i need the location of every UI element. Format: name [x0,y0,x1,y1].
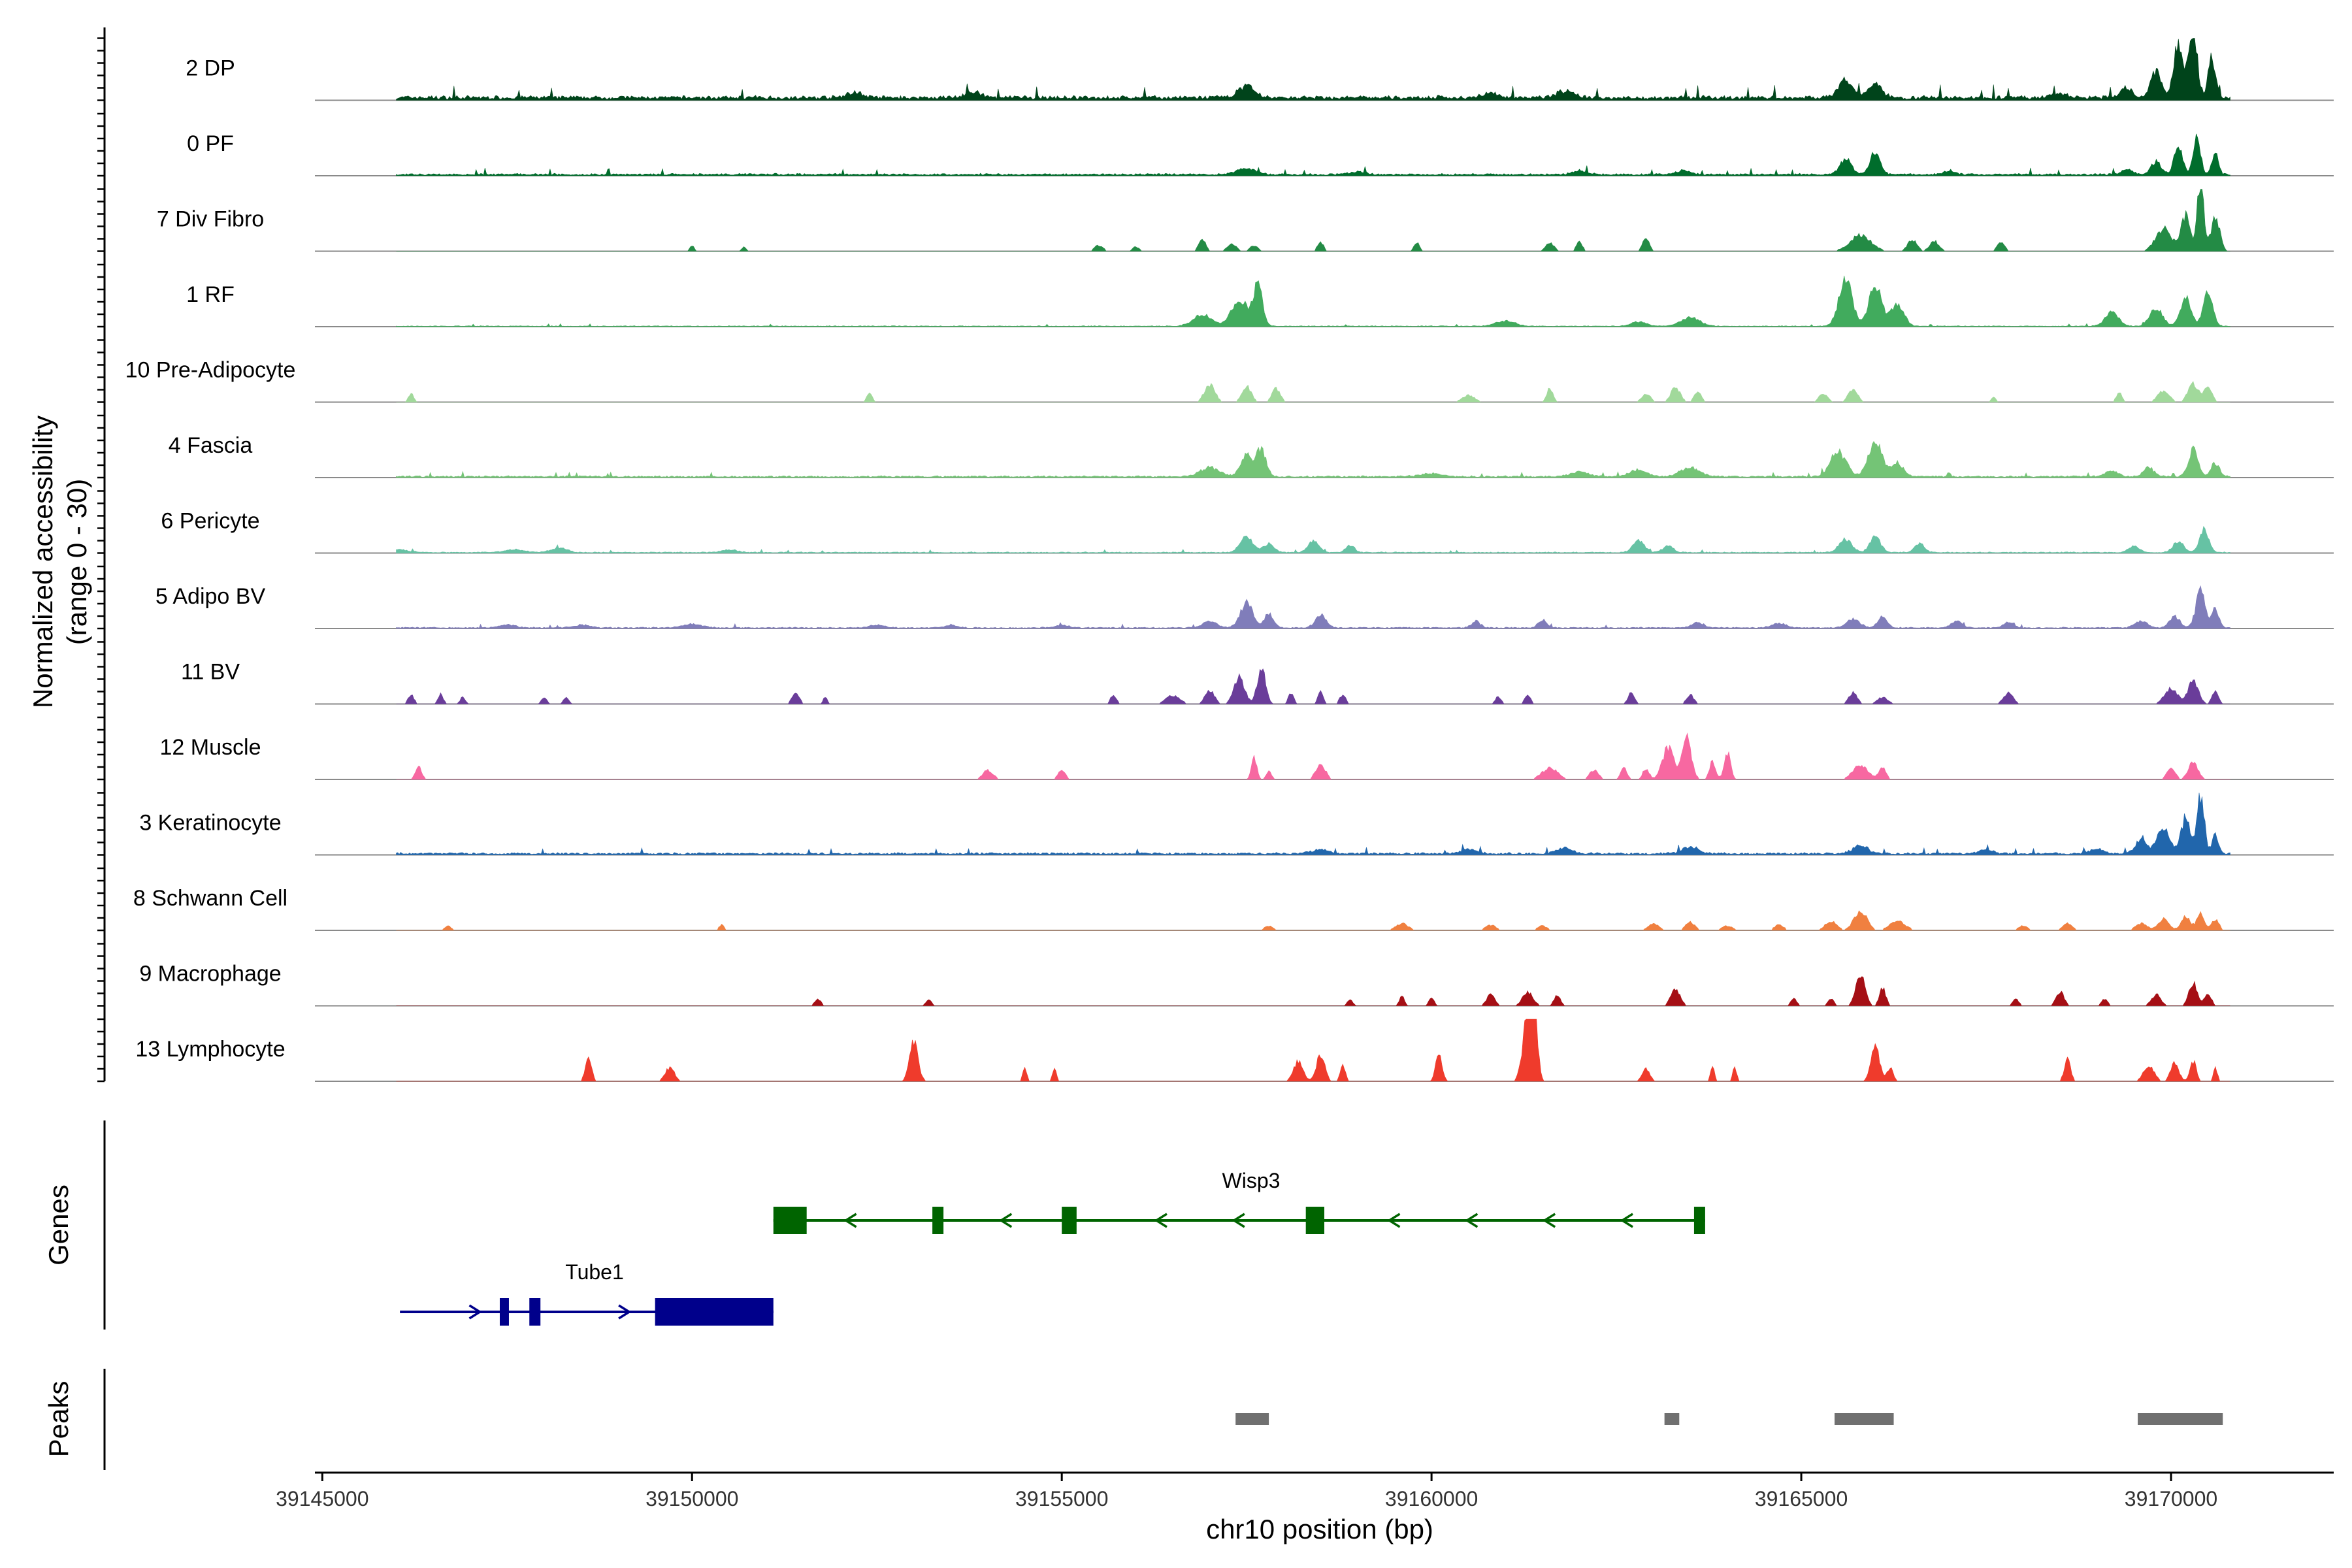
peaks-panel [103,1369,2223,1470]
accessibility-left-axis [97,27,106,1083]
accessibility-signal [396,910,2230,931]
track-label: 6 Pericyte [161,509,259,534]
gene-strand-chevron [1465,1213,1478,1228]
x-tick-label: 39150000 [645,1487,738,1511]
gene-exon [1062,1207,1077,1234]
gene-strand-chevron [1154,1213,1168,1228]
gene-exon [529,1298,541,1326]
track-5-adipo-bv: 5 Adipo BV [155,584,2334,629]
track-1-rf: 1 RF [186,275,2334,327]
track-label: 10 Pre-Adipocyte [125,358,296,383]
gene-exon [1305,1207,1324,1234]
accessibility-signal [396,275,2230,327]
gene-label: Tube1 [565,1260,624,1284]
track-label: 13 Lymphocyte [135,1037,285,1062]
track-12-muscle: 12 Muscle [160,732,2334,780]
x-axis-title: chr10 position (bp) [1206,1514,1433,1544]
track-label: 2 DP [186,56,235,81]
track-4-fascia: 4 Fascia [169,433,2334,478]
gene-exon [932,1207,944,1234]
track-label: 8 Schwann Cell [133,886,287,911]
x-tick-label: 39145000 [276,1487,368,1511]
accessibility-signal [396,792,2230,855]
gene-strand-chevron [998,1213,1013,1228]
y-axis-title-line-2: (range 0 - 30) [61,479,92,645]
genes-panel: Wisp3 Tube1 [103,1120,1705,1330]
track-0-pf: 0 PF [187,131,2334,176]
x-tick-label: 39165000 [1755,1487,1848,1511]
track-label: 9 Macrophage [139,962,281,987]
accessibility-signal [396,1019,2230,1082]
accessibility-tracks: 2 DP 0 PF 7 Div Fibro 1 RF 10 Pre-Adipocyte 4… [125,38,2334,1082]
track-13-lymphocyte: 13 Lymphocyte [135,1019,2334,1082]
peak-region [1664,1413,1680,1425]
accessibility-signal [396,441,2230,478]
track-10-pre-adipocyte: 10 Pre-Adipocyte [125,358,2334,403]
accessibility-signal [396,732,2230,780]
gene-strand-chevron [1232,1213,1245,1228]
track-3-keratinocyte: 3 Keratinocyte [139,792,2334,856]
track-9-macrophage: 9 Macrophage [139,962,2334,1007]
accessibility-signal [396,526,2230,553]
x-axis: 39145000 39150000 39155000 39160000 39165000… [276,1471,2334,1511]
gene-wisp3: Wisp3 [773,1169,1705,1234]
gene-strand-chevron [1620,1213,1633,1228]
accessibility-signal [396,381,2230,402]
accessibility-signal [396,189,2230,252]
gene-exon [655,1298,774,1326]
gene-strand-chevron [1387,1213,1401,1228]
x-tick-label: 39155000 [1015,1487,1108,1511]
track-label: 4 Fascia [169,433,253,458]
accessibility-signal [396,133,2230,176]
gene-strand-chevron [1542,1213,1556,1228]
gene-exon [773,1207,807,1234]
track-label: 12 Muscle [160,735,261,760]
track-6-pericyte: 6 Pericyte [161,509,2334,554]
track-label: 0 PF [187,131,234,156]
gene-strand-chevron [468,1304,482,1320]
accessibility-signal [396,668,2230,704]
peak-region [1235,1413,1269,1425]
x-tick-label: 39170000 [2125,1487,2217,1511]
accessibility-signal [396,38,2230,101]
track-label: 11 BV [181,660,240,685]
gene-strand-chevron [618,1304,632,1320]
genes-panel-label: Genes [43,1184,74,1266]
gene-label: Wisp3 [1222,1169,1281,1192]
gene-tube1: Tube1 [400,1260,774,1326]
peak-region [2138,1413,2223,1425]
gene-exon [499,1298,509,1326]
track-label: 3 Keratinocyte [139,811,281,836]
track-2-dp: 2 DP [186,38,2334,101]
gene-strand-chevron [843,1213,857,1228]
track-label: 7 Div Fibro [157,207,264,232]
track-8-schwann-cell: 8 Schwann Cell [133,886,2334,931]
gene-exon [1693,1207,1705,1234]
track-label: 5 Adipo BV [155,584,266,609]
y-axis-title-line-1: Normalized accessibility [27,416,58,708]
accessibility-signal [396,585,2230,629]
track-7-div-fibro: 7 Div Fibro [157,189,2334,252]
track-11-bv: 11 BV [181,660,2334,705]
accessibility-signal [396,976,2230,1006]
track-label: 1 RF [186,282,235,307]
x-tick-label: 39160000 [1385,1487,1478,1511]
peak-region [1834,1413,1894,1425]
peaks-panel-label: Peaks [43,1381,74,1458]
